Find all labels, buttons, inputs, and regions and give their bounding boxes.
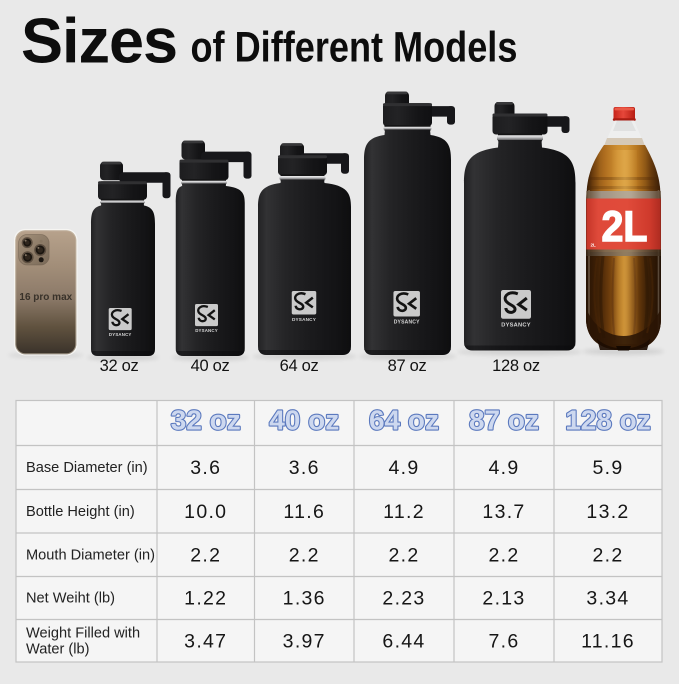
svg-text:3.6: 3.6 xyxy=(289,457,320,479)
svg-text:128 oz: 128 oz xyxy=(492,357,540,375)
svg-text:Net Weiht (lb): Net Weiht (lb) xyxy=(26,591,115,607)
svg-text:2.2: 2.2 xyxy=(388,544,419,566)
svg-text:3.97: 3.97 xyxy=(283,630,326,652)
svg-text:128 oz: 128 oz xyxy=(565,405,651,436)
svg-text:64 oz: 64 oz xyxy=(369,405,439,436)
svg-text:Sizes: Sizes xyxy=(21,6,177,76)
svg-text:32 oz: 32 oz xyxy=(171,405,241,436)
svg-text:4.9: 4.9 xyxy=(388,457,419,479)
svg-text:4.9: 4.9 xyxy=(488,457,519,479)
svg-text:11.2: 11.2 xyxy=(383,501,425,523)
svg-text:1.36: 1.36 xyxy=(283,588,326,610)
svg-text:87 oz: 87 oz xyxy=(469,405,539,436)
svg-text:1.22: 1.22 xyxy=(184,588,227,610)
svg-text:Water (lb): Water (lb) xyxy=(26,641,90,657)
svg-text:7.6: 7.6 xyxy=(488,630,519,652)
svg-text:11.6: 11.6 xyxy=(283,501,325,523)
svg-text:11.16: 11.16 xyxy=(581,630,635,652)
svg-text:Bottle Height (in): Bottle Height (in) xyxy=(26,504,135,520)
svg-text:13.7: 13.7 xyxy=(482,501,525,523)
svg-text:DYSANCY: DYSANCY xyxy=(501,323,531,329)
svg-text:DYSANCY: DYSANCY xyxy=(394,319,420,325)
svg-text:10.0: 10.0 xyxy=(184,501,227,523)
svg-text:3.47: 3.47 xyxy=(184,630,227,652)
svg-text:2.2: 2.2 xyxy=(289,544,320,566)
svg-text:13.2: 13.2 xyxy=(586,501,629,523)
svg-text:DYSANCY: DYSANCY xyxy=(109,332,132,337)
svg-text:64 oz: 64 oz xyxy=(280,357,319,375)
svg-text:32 oz: 32 oz xyxy=(100,357,139,375)
svg-text:2.2: 2.2 xyxy=(190,544,221,566)
svg-text:2.23: 2.23 xyxy=(382,588,425,610)
svg-text:of Different Models: of Different Models xyxy=(191,24,518,72)
svg-text:2.2: 2.2 xyxy=(592,544,623,566)
svg-text:2L: 2L xyxy=(591,243,597,248)
svg-text:5.9: 5.9 xyxy=(592,457,623,479)
svg-text:DYSANCY: DYSANCY xyxy=(195,328,218,333)
svg-text:16 pro max: 16 pro max xyxy=(19,292,72,303)
svg-text:2.13: 2.13 xyxy=(482,588,525,610)
svg-text:6.44: 6.44 xyxy=(382,630,425,652)
svg-text:87 oz: 87 oz xyxy=(388,357,427,375)
svg-text:40 oz: 40 oz xyxy=(191,357,230,375)
svg-text:40 oz: 40 oz xyxy=(269,405,339,436)
svg-text:Mouth Diameter (in): Mouth Diameter (in) xyxy=(26,547,155,563)
svg-text:2.2: 2.2 xyxy=(488,544,519,566)
svg-text:2L: 2L xyxy=(602,203,648,251)
svg-text:Base Diameter (in): Base Diameter (in) xyxy=(26,460,148,476)
svg-text:3.34: 3.34 xyxy=(586,588,629,610)
svg-text:DYSANCY: DYSANCY xyxy=(292,317,317,322)
svg-text:Weight Filled with: Weight Filled with xyxy=(26,625,140,641)
svg-text:3.6: 3.6 xyxy=(190,457,221,479)
